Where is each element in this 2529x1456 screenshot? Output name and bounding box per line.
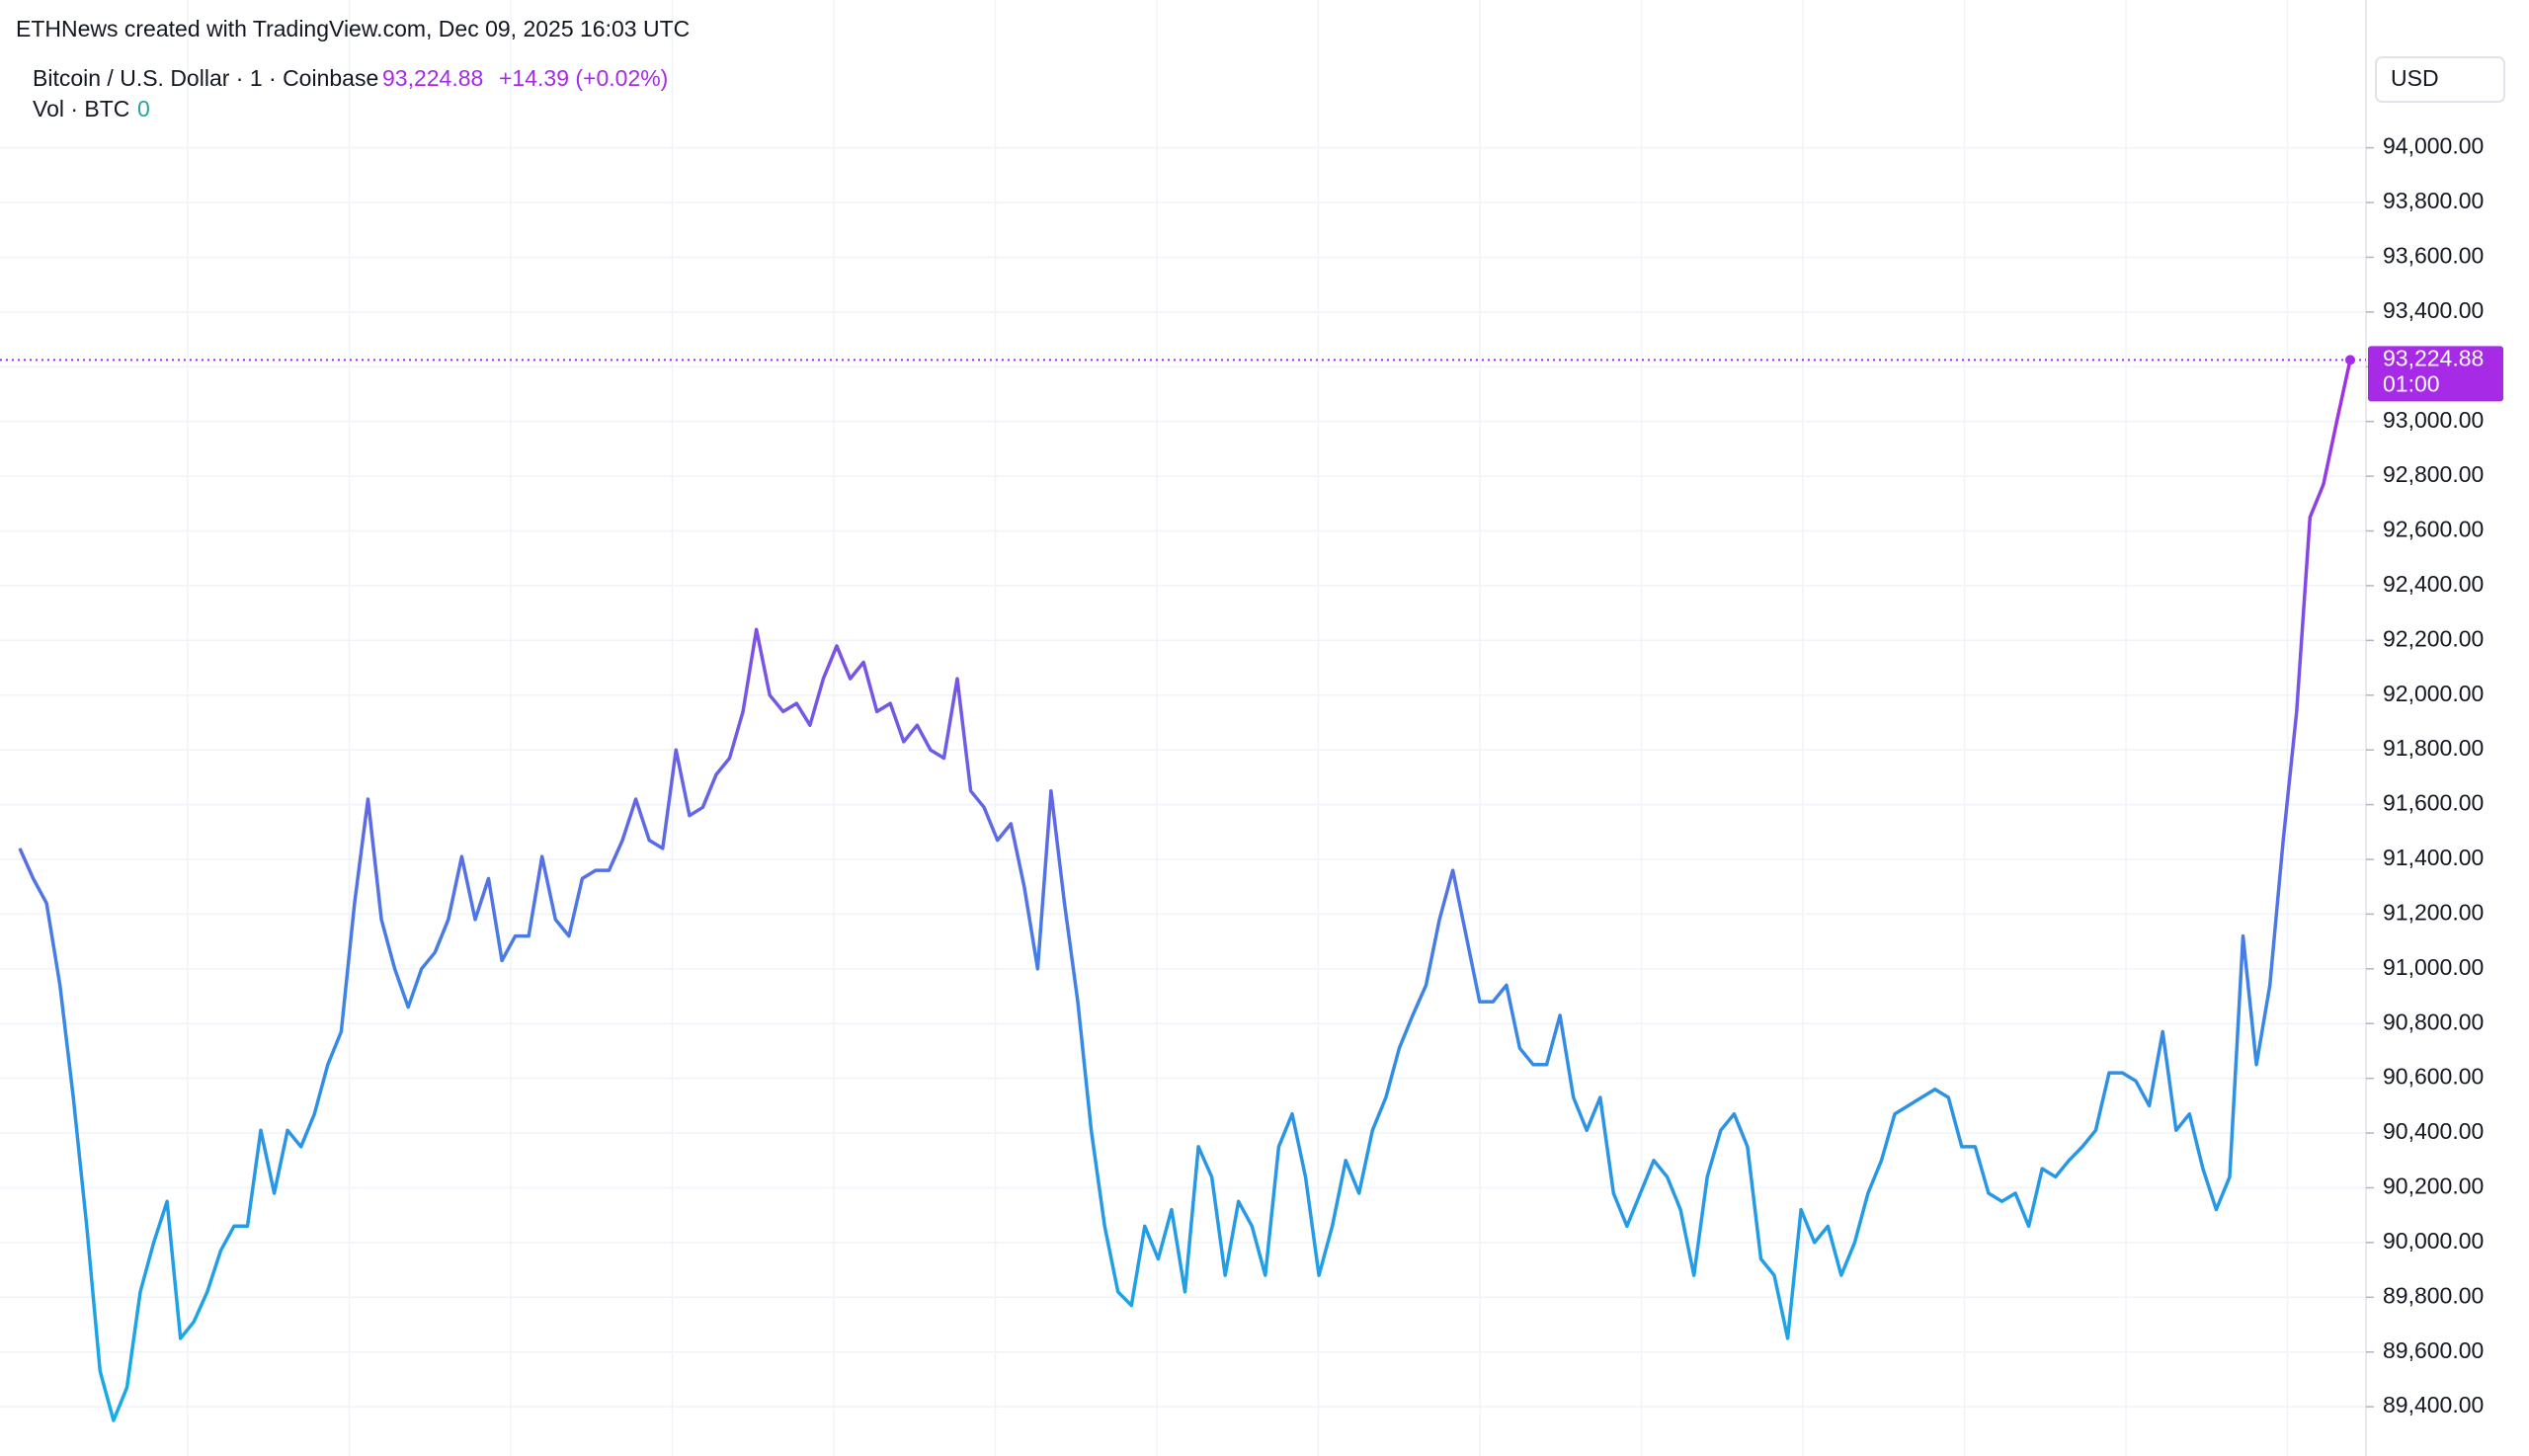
horizontal-grid <box>0 146 2366 1408</box>
price-line <box>18 360 2352 1422</box>
watermark: ETHNews created with TradingView.com, De… <box>16 16 690 41</box>
y-tick-label: 90,600.00 <box>2383 1064 2484 1090</box>
plot <box>0 355 2366 1422</box>
last-price-box <box>2368 346 2503 402</box>
y-tick-label: 89,600.00 <box>2383 1337 2484 1363</box>
last-price-label: 93,224.88 <box>2383 345 2484 370</box>
y-tick-label: 89,400.00 <box>2383 1392 2484 1417</box>
y-tick-label: 92,800.00 <box>2383 461 2484 487</box>
y-tick-label: 89,800.00 <box>2383 1282 2484 1308</box>
countdown: 01:00 <box>2383 370 2440 396</box>
y-tick-label: 94,000.00 <box>2383 133 2484 159</box>
y-tick-label: 90,400.00 <box>2383 1118 2484 1144</box>
y-tick-label: 92,200.00 <box>2383 625 2484 651</box>
last-point <box>2345 355 2355 365</box>
volume-value: 0 <box>137 96 150 121</box>
currency-box[interactable] <box>2375 56 2505 103</box>
header-price: 93,224.88 <box>382 65 483 91</box>
y-tick-label: 91,400.00 <box>2383 845 2484 870</box>
y-tick-label: 93,400.00 <box>2383 297 2484 323</box>
vertical-grid <box>187 0 2289 1456</box>
y-tick-label: 92,000.00 <box>2383 681 2484 706</box>
price-axis: 89,400.00 89,600.00 89,800.00 90,000.00 90,2… <box>2366 133 2503 1417</box>
y-tick-label: 91,800.00 <box>2383 735 2484 761</box>
y-tick-label: 90,000.00 <box>2383 1228 2484 1254</box>
y-tick-label: 91,200.00 <box>2383 899 2484 925</box>
y-tick-label: 91,600.00 <box>2383 790 2484 816</box>
y-tick-label: 90,200.00 <box>2383 1173 2484 1199</box>
y-tick-label: 90,800.00 <box>2383 1009 2484 1034</box>
header-change: +14.39 (+0.02%) <box>499 65 668 91</box>
y-tick-label: 92,400.00 <box>2383 571 2484 597</box>
volume-title: Vol · BTC <box>33 96 129 121</box>
y-tick-label: 93,800.00 <box>2383 188 2484 213</box>
currency[interactable]: USD <box>2391 65 2439 91</box>
y-tick-label: 91,000.00 <box>2383 954 2484 980</box>
chart-title: Bitcoin / U.S. Dollar · 1 · Coinbase <box>33 65 378 91</box>
y-tick-label: 93,000.00 <box>2383 407 2484 433</box>
y-tick-label: 93,600.00 <box>2383 243 2484 269</box>
y-tick-label: 92,600.00 <box>2383 517 2484 542</box>
